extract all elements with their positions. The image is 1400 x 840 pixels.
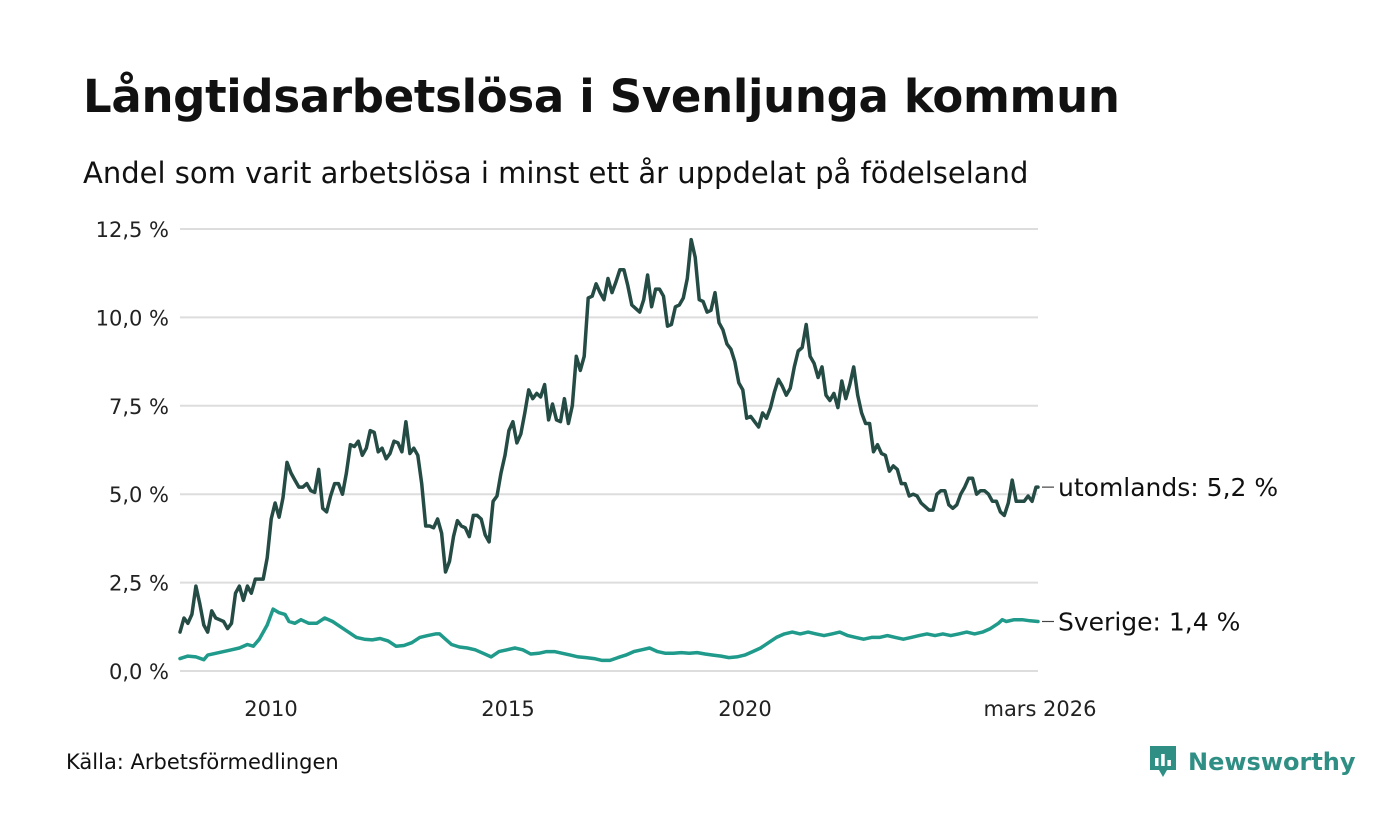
series-line-sverige [178, 607, 1040, 663]
y-tick-label: 0,0 % [109, 660, 169, 684]
series-line-utomlands [178, 237, 1040, 634]
x-tick-label: 2020 [718, 697, 771, 721]
newsworthy-brand[interactable]: Newsworthy [1148, 744, 1356, 780]
chart-subtitle: Andel som varit arbetslösa i minst ett å… [83, 156, 1029, 190]
series-lines [178, 237, 1040, 663]
x-tick-label: 2010 [244, 697, 297, 721]
gridlines [180, 228, 1038, 672]
source-note: Källa: Arbetsförmedlingen [66, 750, 339, 774]
y-tick-label: 2,5 % [109, 572, 169, 596]
y-axis-ticks: 0,0 % 2,5 % 5,0 % 7,5 % 10,0 % 12,5 % [96, 218, 169, 684]
series-labels: utomlands: 5,2 % Sverige: 1,4 % [1042, 473, 1278, 636]
x-tick-label: 2015 [481, 697, 534, 721]
chart-title: Långtidsarbetslösa i Svenljunga kommun [83, 70, 1120, 123]
series-label-utomlands: utomlands: 5,2 % [1058, 473, 1278, 502]
newsworthy-logo-icon [1150, 746, 1176, 777]
y-tick-label: 5,0 % [109, 483, 169, 507]
series-label-sverige: Sverige: 1,4 % [1058, 607, 1240, 636]
x-tick-label: mars 2026 [983, 697, 1096, 721]
y-tick-label: 7,5 % [109, 395, 169, 419]
brand-name: Newsworthy [1188, 748, 1356, 776]
y-tick-label: 10,0 % [96, 306, 169, 330]
y-tick-label: 12,5 % [96, 218, 169, 242]
x-axis-ticks: 2010 2015 2020 mars 2026 [244, 697, 1096, 721]
